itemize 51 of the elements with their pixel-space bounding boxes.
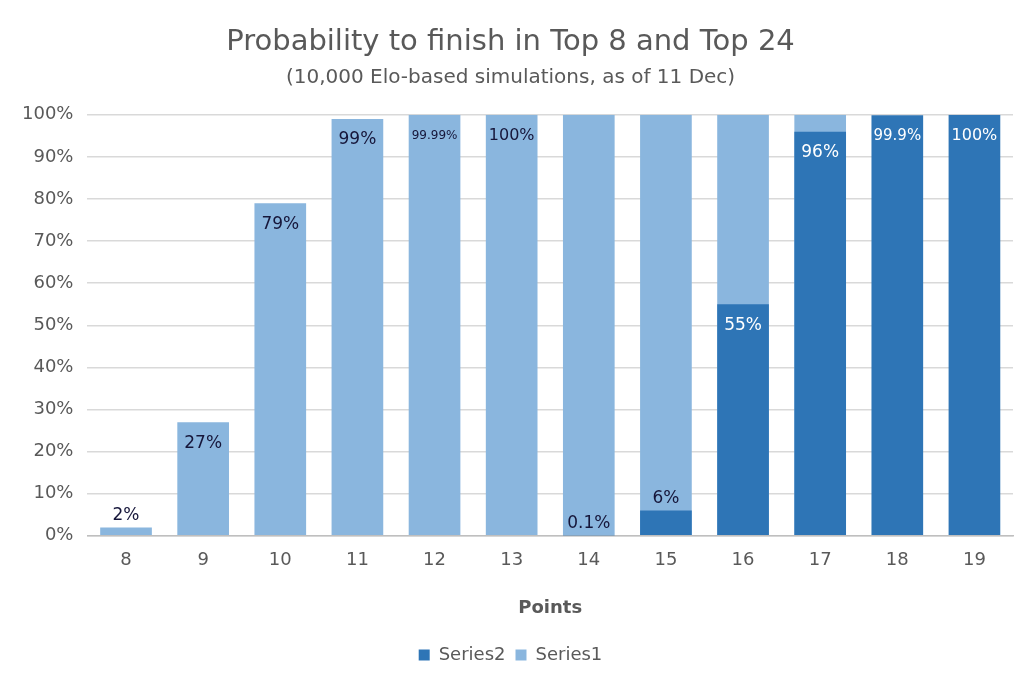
y-tick-label: 30% [33,397,74,419]
data-label: 55% [724,313,762,334]
y-tick-label: 90% [33,144,74,166]
y-tick-label: 100% [21,102,74,124]
y-tick-label: 70% [33,228,74,250]
bar [948,114,1001,536]
bar [331,119,384,536]
x-axis-title: Points [518,595,583,617]
data-label: 100% [951,124,998,144]
bar [871,115,924,536]
legend-label: Series1 [535,642,603,664]
bar [254,203,307,536]
data-label: 96% [801,141,840,162]
x-tick-label: 18 [885,548,909,570]
bar [177,422,229,536]
chart-title: Probability to finish in Top 8 and Top 24 [226,22,795,57]
bar [640,510,692,536]
x-tick-label: 14 [577,548,601,570]
data-label: 100% [488,124,535,144]
y-tick-label: 50% [33,312,74,334]
y-tick-label: 10% [33,481,74,503]
data-label: 27% [184,431,223,452]
x-tick-label: 17 [808,548,832,570]
legend-label: Series2 [438,642,506,664]
data-label: 99.9% [873,126,922,145]
y-tick-label: 0% [44,523,74,545]
y-tick-label: 80% [33,186,74,208]
bar [562,114,615,536]
data-label: 99% [338,128,377,149]
x-tick-label: 8 [120,548,132,570]
bar [717,304,769,536]
data-label: 6% [652,487,680,508]
bar [408,114,461,536]
y-tick-label: 20% [33,439,74,461]
x-tick-label: 19 [962,548,986,570]
data-label: 0.1% [567,512,611,533]
y-tick-label: 60% [33,270,74,292]
data-label: 2% [112,504,140,525]
bar [485,114,538,536]
x-tick-label: 16 [731,548,755,570]
x-tick-label: 13 [500,548,524,570]
data-label: 79% [261,212,300,233]
chart-subtitle: (10,000 Elo-based simulations, as of 11 Dec) [285,64,736,88]
x-tick-label: 9 [197,548,209,570]
x-tick-label: 15 [654,548,678,570]
bar [100,527,152,536]
x-tick-label: 12 [423,548,446,570]
x-tick-label: 10 [268,548,292,570]
data-label: 99.99% [411,127,458,142]
y-tick-label: 40% [33,355,74,377]
x-tick-label: 11 [345,548,369,570]
